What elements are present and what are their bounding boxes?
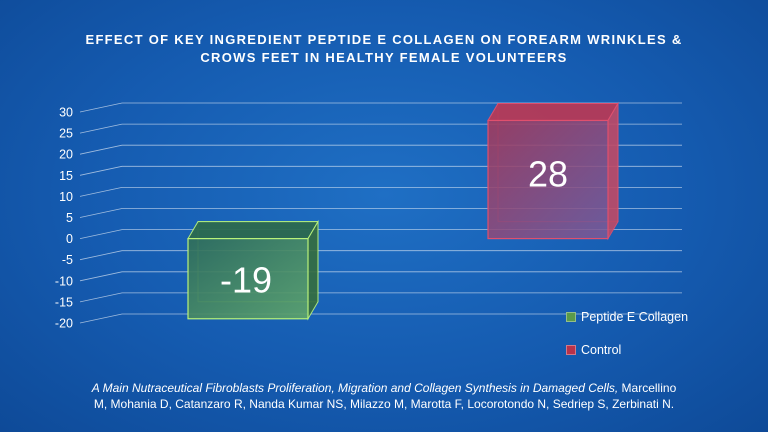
y-tick-label: 25 (59, 127, 73, 141)
citation: A Main Nutraceutical Fibroblasts Prolife… (0, 380, 768, 412)
citation-title: A Main Nutraceutical Fibroblasts Prolife… (91, 381, 619, 395)
gridline (79, 250, 682, 261)
bar-control: 28 (487, 101, 619, 241)
bars: -19 28 (187, 101, 619, 321)
bar-peptide: -19 (187, 219, 319, 321)
legend-item-peptide: Peptide E Collagen (566, 307, 688, 327)
data-label: 28 (528, 154, 568, 195)
legend-item-control: Control (566, 340, 688, 360)
chart-title-line1: EFFECT OF KEY INGREDIENT PEPTIDE E COLLA… (85, 32, 683, 47)
y-tick-label: 30 (59, 106, 73, 120)
legend-label-peptide: Peptide E Collagen (581, 310, 689, 324)
gridline (79, 292, 682, 303)
citation-authors-part2: M, Mohania D, Catanzaro R, Nanda Kumar N… (93, 397, 675, 411)
bar-side-face (307, 219, 319, 321)
y-tick-label: 15 (59, 169, 73, 183)
legend: Peptide E Collagen Control (566, 307, 688, 373)
y-tick-label: 5 (66, 211, 73, 225)
legend-swatch-control (566, 345, 576, 355)
gridline (79, 271, 682, 282)
y-tick-label: -10 (55, 274, 73, 288)
bar-side-face (607, 101, 619, 241)
y-tick-label: -20 (55, 317, 73, 331)
bar-front-face (187, 238, 309, 320)
legend-label-control: Control (581, 343, 622, 357)
bar-top-face (487, 102, 619, 121)
bar-top-face (187, 221, 319, 240)
legend-swatch-peptide (566, 312, 576, 322)
chart-title-line2: CROWS FEET IN HEALTHY FEMALE VOLUNTEERS (200, 50, 568, 65)
chart-title: EFFECT OF KEY INGREDIENT PEPTIDE E COLLA… (0, 31, 768, 67)
y-tick-label: 10 (59, 190, 73, 204)
bar-front-face (487, 119, 609, 240)
gridline (79, 313, 682, 324)
y-tick-label: -15 (55, 295, 73, 309)
gridline (79, 102, 682, 113)
y-tick-label: -5 (62, 253, 73, 267)
y-tick-label: 0 (66, 232, 73, 246)
y-tick-label: 20 (59, 148, 73, 162)
citation-authors-part1: Marcellino (618, 381, 677, 395)
data-label: -19 (220, 260, 272, 301)
y-axis: 30 25 20 15 10 5 0 -5 -10 -15 -20 (55, 106, 73, 331)
